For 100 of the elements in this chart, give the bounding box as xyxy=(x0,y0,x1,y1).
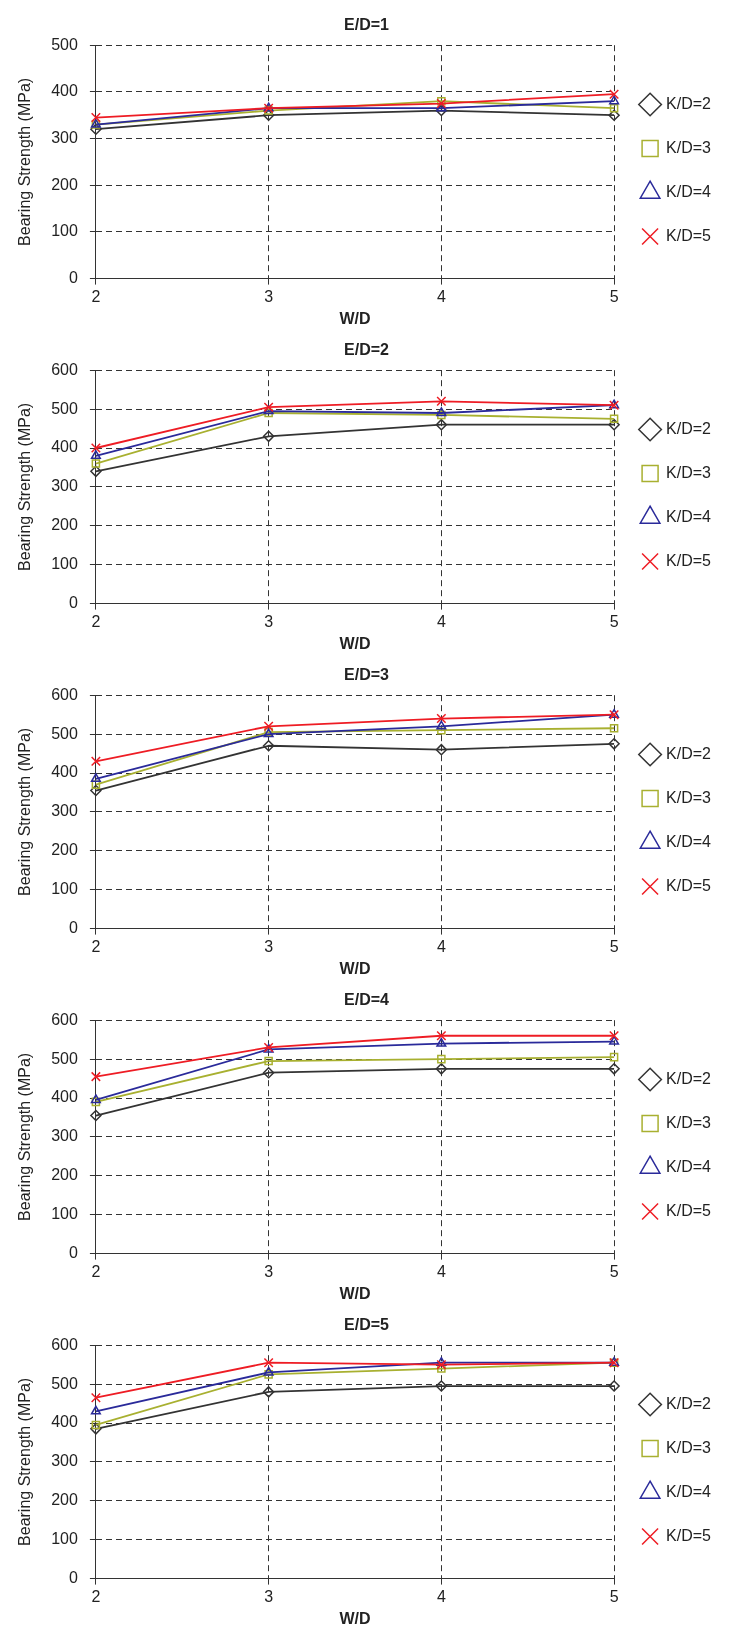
point xyxy=(608,1063,620,1075)
y-tick-label: 600 xyxy=(51,360,78,378)
x-tick-label: 3 xyxy=(264,612,274,630)
point xyxy=(436,713,447,724)
x-tick-label: 5 xyxy=(609,612,619,630)
x-tick-label: 4 xyxy=(436,1587,446,1605)
legend-label: K/D=3 xyxy=(666,138,712,156)
point xyxy=(91,1420,101,1430)
y-axis-title: Bearing Strength (MPa) xyxy=(16,727,34,896)
y-tick-label: 0 xyxy=(68,919,78,937)
point xyxy=(436,102,447,112)
point xyxy=(436,720,447,730)
legend-label: K/D=5 xyxy=(666,876,712,894)
point xyxy=(264,1370,273,1379)
y-tick-label: 100 xyxy=(51,1530,78,1548)
x-tick-label: 4 xyxy=(436,612,446,630)
y-axis-title: Bearing Strength (MPa) xyxy=(16,77,34,246)
point xyxy=(90,443,101,453)
point xyxy=(90,773,101,783)
point xyxy=(91,459,101,468)
x-axis-title: W/D xyxy=(339,634,371,652)
point xyxy=(608,109,620,121)
chart-title: E/D=5 xyxy=(344,1316,390,1334)
legend-label: K/D=2 xyxy=(666,419,712,437)
point xyxy=(90,123,102,135)
point xyxy=(91,780,101,789)
y-tick-label: 400 xyxy=(51,438,78,456)
point xyxy=(90,1405,101,1415)
point xyxy=(436,1030,447,1041)
point xyxy=(264,1056,273,1066)
point xyxy=(437,1054,446,1064)
point xyxy=(262,430,275,443)
y-tick-label: 500 xyxy=(51,35,78,53)
y-tick-label: 500 xyxy=(51,399,78,417)
y-tick-label: 100 xyxy=(51,880,78,898)
legend-label: K/D=2 xyxy=(666,1069,712,1087)
legend-label: K/D=3 xyxy=(666,1113,712,1131)
x-tick-label: 5 xyxy=(609,1262,619,1280)
y-tick-label: 0 xyxy=(68,1244,78,1262)
x-tick-label: 5 xyxy=(609,1587,619,1605)
point xyxy=(90,1109,102,1122)
x-tick-label: 2 xyxy=(91,1262,101,1280)
legend-label: K/D=2 xyxy=(666,744,712,762)
legend-label: K/D=5 xyxy=(666,1201,712,1219)
point xyxy=(436,1359,447,1370)
point xyxy=(435,104,448,117)
point xyxy=(609,414,619,424)
y-tick-label: 0 xyxy=(68,594,78,612)
legend-label: K/D=3 xyxy=(666,1438,712,1456)
point xyxy=(90,784,102,797)
legend-label: K/D=5 xyxy=(666,1526,712,1544)
point xyxy=(90,1392,101,1403)
point xyxy=(609,103,619,113)
y-axis-title: Bearing Strength (MPa) xyxy=(16,1052,34,1221)
legend-label: K/D=4 xyxy=(666,507,712,525)
point xyxy=(609,95,620,105)
y-tick-label: 500 xyxy=(51,1374,78,1392)
point xyxy=(262,740,275,752)
x-tick-label: 3 xyxy=(264,1587,274,1605)
x-tick-label: 2 xyxy=(91,937,101,955)
point xyxy=(90,112,101,123)
y-tick-label: 300 xyxy=(51,477,78,495)
y-tick-label: 200 xyxy=(51,175,78,193)
point xyxy=(263,1357,274,1368)
y-tick-label: 500 xyxy=(51,1049,78,1067)
point xyxy=(90,465,102,478)
legend-label: K/D=3 xyxy=(666,463,712,481)
y-tick-label: 400 xyxy=(51,1413,78,1431)
point xyxy=(262,1066,275,1079)
y-tick-label: 300 xyxy=(51,802,78,820)
point xyxy=(90,1423,102,1435)
point xyxy=(263,1366,274,1376)
y-tick-label: 600 xyxy=(51,1335,78,1353)
x-tick-label: 2 xyxy=(91,287,101,305)
point xyxy=(435,743,448,756)
legend-label: K/D=5 xyxy=(666,226,712,244)
y-tick-label: 600 xyxy=(51,685,78,703)
x-axis-title: W/D xyxy=(339,309,371,327)
legend-label: K/D=2 xyxy=(666,94,712,112)
x-axis-title: W/D xyxy=(339,959,371,977)
point xyxy=(609,1030,620,1041)
point xyxy=(436,1037,447,1047)
legend-label: K/D=5 xyxy=(666,551,712,569)
x-tick-label: 5 xyxy=(609,937,619,955)
point xyxy=(435,1380,448,1392)
y-tick-label: 300 xyxy=(51,1127,78,1145)
point xyxy=(435,418,448,431)
y-tick-label: 400 xyxy=(51,82,78,100)
y-tick-label: 100 xyxy=(51,555,78,573)
y-axis-title: Bearing Strength (MPa) xyxy=(16,402,34,571)
legend-label: K/D=4 xyxy=(666,1482,712,1500)
y-tick-label: 0 xyxy=(68,269,78,287)
x-axis-title: W/D xyxy=(339,1284,371,1302)
point xyxy=(435,1063,448,1075)
y-tick-label: 0 xyxy=(68,1569,78,1587)
point xyxy=(609,723,619,733)
point xyxy=(90,756,101,767)
x-tick-label: 3 xyxy=(264,287,274,305)
point xyxy=(609,89,620,100)
y-tick-label: 200 xyxy=(51,841,78,859)
